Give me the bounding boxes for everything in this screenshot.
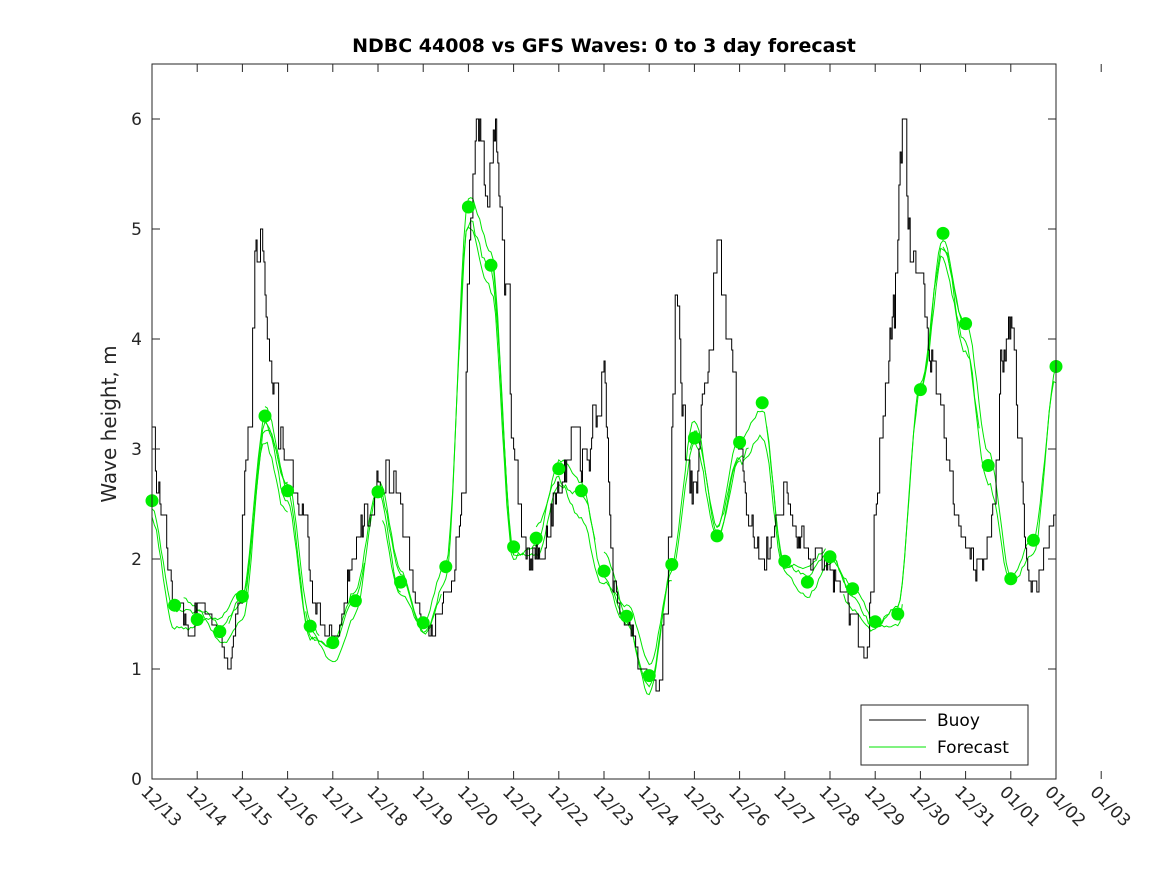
forecast-marker-37: [981, 459, 995, 472]
chart-title: NDBC 44008 vs GFS Waves: 0 to 3 day fore…: [352, 35, 856, 57]
forecast-series-extra-9: [766, 426, 903, 628]
forecast-marker-5: [258, 409, 272, 423]
y-tick-label: 2: [131, 550, 142, 570]
forecast-marker-35: [936, 226, 950, 240]
forecast-marker-8: [326, 636, 340, 650]
forecast-series-extra-12: [183, 429, 320, 644]
legend-box: [860, 704, 1029, 766]
forecast-marker-17: [529, 531, 543, 545]
legend-buoy-label: Buoy: [937, 711, 980, 731]
forecast-marker-29: [800, 575, 814, 589]
forecast-marker-31: [846, 582, 860, 596]
forecast-marker-3: [213, 625, 227, 639]
forecast-marker-39: [1026, 533, 1040, 547]
forecast-marker-13: [439, 560, 453, 574]
y-tick-label: 4: [131, 330, 142, 350]
y-tick-label: 1: [131, 660, 142, 680]
forecast-marker-21: [620, 609, 634, 623]
forecast-marker-15: [484, 258, 498, 272]
buoy-series-line: [152, 118, 1056, 692]
y-tick-label: 5: [131, 220, 142, 240]
forecast-marker-16: [507, 540, 521, 554]
forecast-series-extra-1: [151, 441, 288, 631]
forecast-marker-23: [665, 558, 679, 571]
forecast-marker-33: [891, 607, 905, 621]
forecast-series-extra-10: [843, 255, 980, 632]
forecast-marker-12: [416, 616, 430, 630]
forecast-marker-2: [190, 613, 204, 626]
forecast-marker-38: [1004, 572, 1018, 586]
forecast-marker-34: [913, 383, 927, 397]
forecast-series-extra-4: [382, 226, 519, 627]
forecast-marker-7: [303, 619, 317, 633]
forecast-series-extra-8: [689, 430, 826, 570]
forecast-marker-36: [959, 317, 973, 331]
forecast-marker-9: [348, 594, 362, 608]
forecast-marker-32: [868, 615, 882, 629]
y-tick-label: 0: [131, 770, 142, 790]
y-tick-label: 3: [131, 440, 142, 460]
forecast-marker-25: [710, 529, 724, 543]
forecast-marker-1: [168, 598, 182, 612]
y-axis-label: Wave height, m: [97, 345, 121, 502]
forecast-marker-30: [823, 550, 837, 564]
forecast-marker-20: [597, 564, 611, 578]
forecast-series-extra-6: [535, 475, 672, 666]
forecast-marker-11: [394, 575, 408, 589]
forecast-marker-14: [461, 200, 475, 214]
forecast-marker-24: [687, 431, 701, 445]
forecast-marker-4: [235, 589, 249, 603]
plot-area: [145, 118, 1063, 696]
legend: Buoy Forecast: [860, 704, 1029, 766]
forecast-marker-18: [552, 462, 566, 476]
forecast-series-run-3: [377, 197, 515, 634]
forecast-marker-28: [778, 554, 792, 568]
y-tick-label: 6: [131, 110, 142, 130]
forecast-marker-22: [642, 669, 656, 683]
forecast-marker-26: [733, 435, 747, 449]
forecast-series-extra-2: [228, 418, 365, 648]
forecast-marker-6: [281, 484, 295, 498]
forecast-marker-19: [574, 484, 588, 498]
forecast-marker-10: [371, 485, 385, 499]
forecast-marker-27: [755, 396, 769, 410]
legend-forecast-label: Forecast: [937, 738, 1009, 758]
